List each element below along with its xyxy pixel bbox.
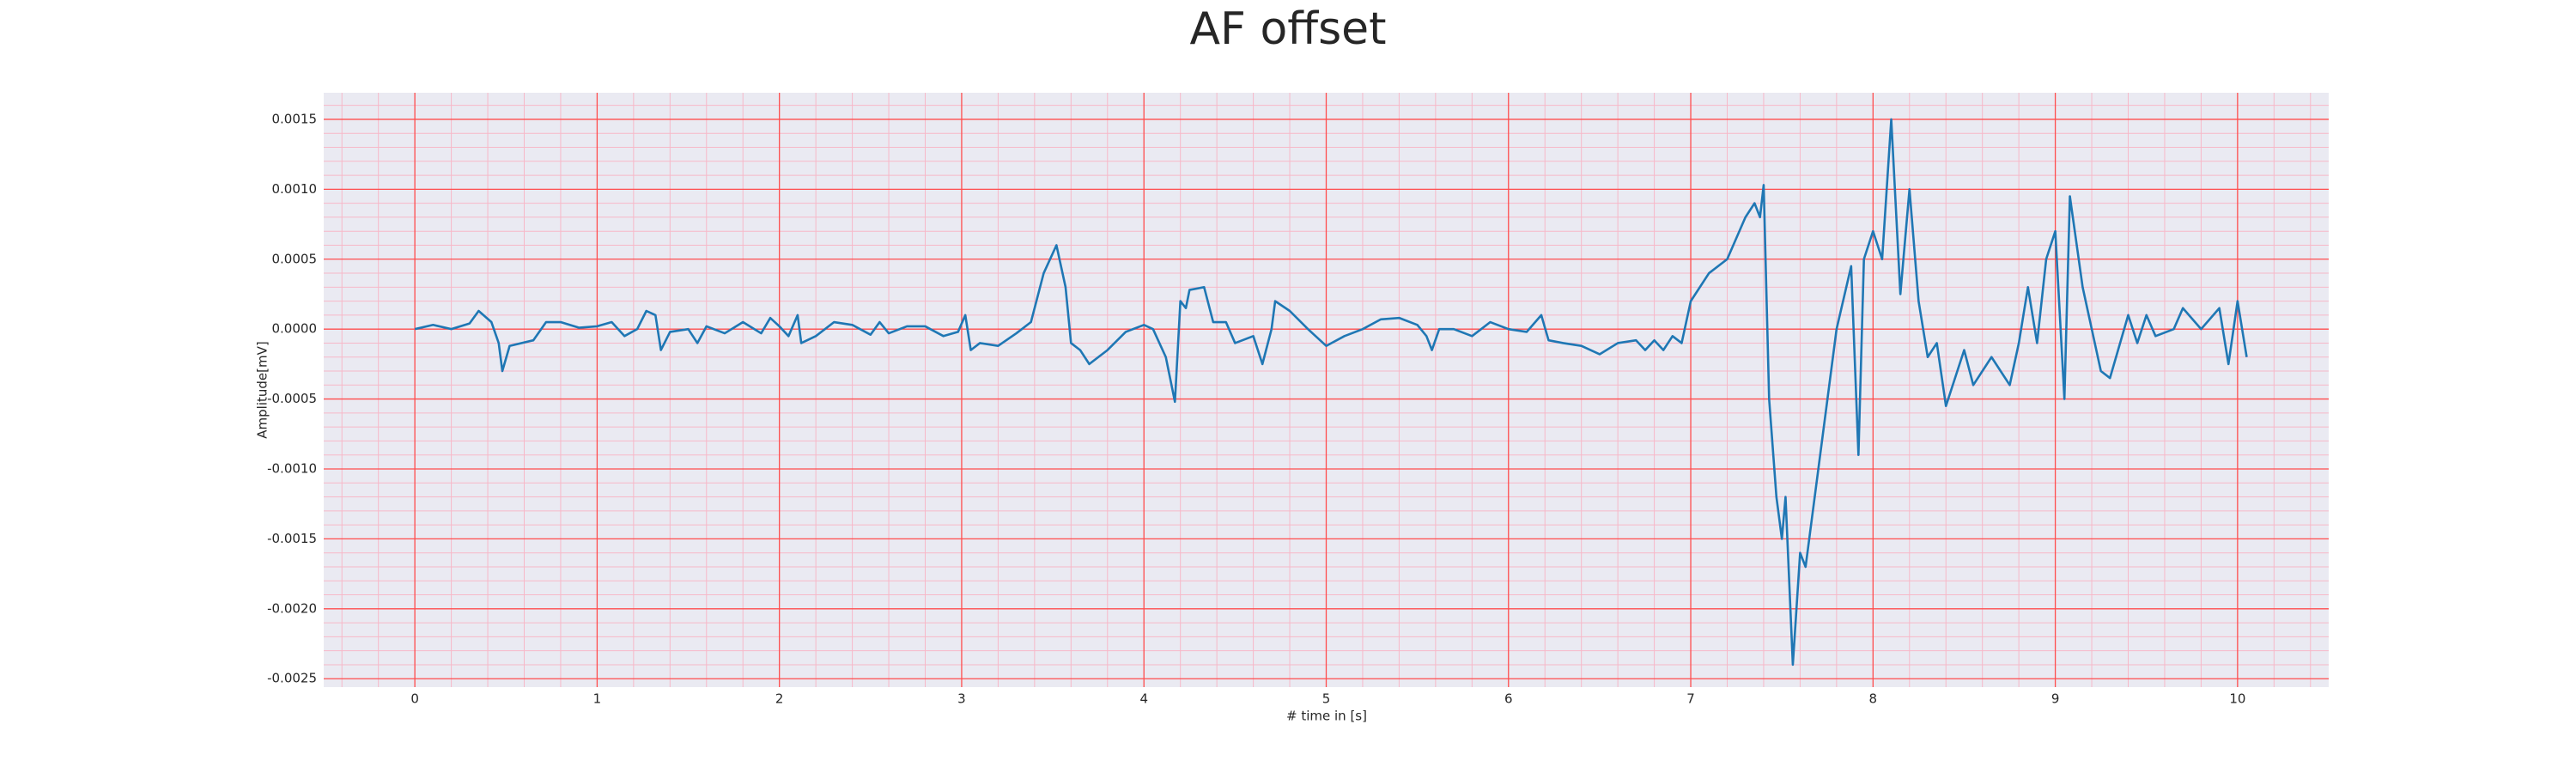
y-tick-label: 0.0005 xyxy=(272,251,318,266)
y-tick-label: -0.0020 xyxy=(267,600,317,616)
x-tick-label: 4 xyxy=(1139,691,1148,707)
x-tick-label: 8 xyxy=(1869,691,1878,707)
x-tick-label: 2 xyxy=(775,691,784,707)
y-tick-label: -0.0015 xyxy=(267,531,317,546)
chart-title: AF offset xyxy=(1189,3,1386,55)
x-tick-label: 3 xyxy=(957,691,966,707)
y-tick-label: 0.0010 xyxy=(272,181,318,197)
y-tick-label: 0.0000 xyxy=(272,321,318,337)
x-tick-label: 6 xyxy=(1504,691,1513,707)
x-tick-label: 0 xyxy=(410,691,419,707)
x-axis-label: # time in [s] xyxy=(1286,709,1367,724)
x-tick-label: 10 xyxy=(2229,691,2245,707)
x-tick-label: 5 xyxy=(1322,691,1331,707)
y-axis-label: Amplitude[mV] xyxy=(255,341,270,438)
y-tick-label: -0.0025 xyxy=(267,671,317,686)
y-tick-label: -0.0005 xyxy=(267,391,317,406)
y-tick-label: 0.0015 xyxy=(272,111,318,126)
data-line xyxy=(414,118,2248,666)
x-tick-label: 7 xyxy=(1686,691,1695,707)
y-tick-label: -0.0010 xyxy=(267,460,317,476)
x-tick-label: 1 xyxy=(593,691,602,707)
x-tick-label: 9 xyxy=(2051,691,2060,707)
